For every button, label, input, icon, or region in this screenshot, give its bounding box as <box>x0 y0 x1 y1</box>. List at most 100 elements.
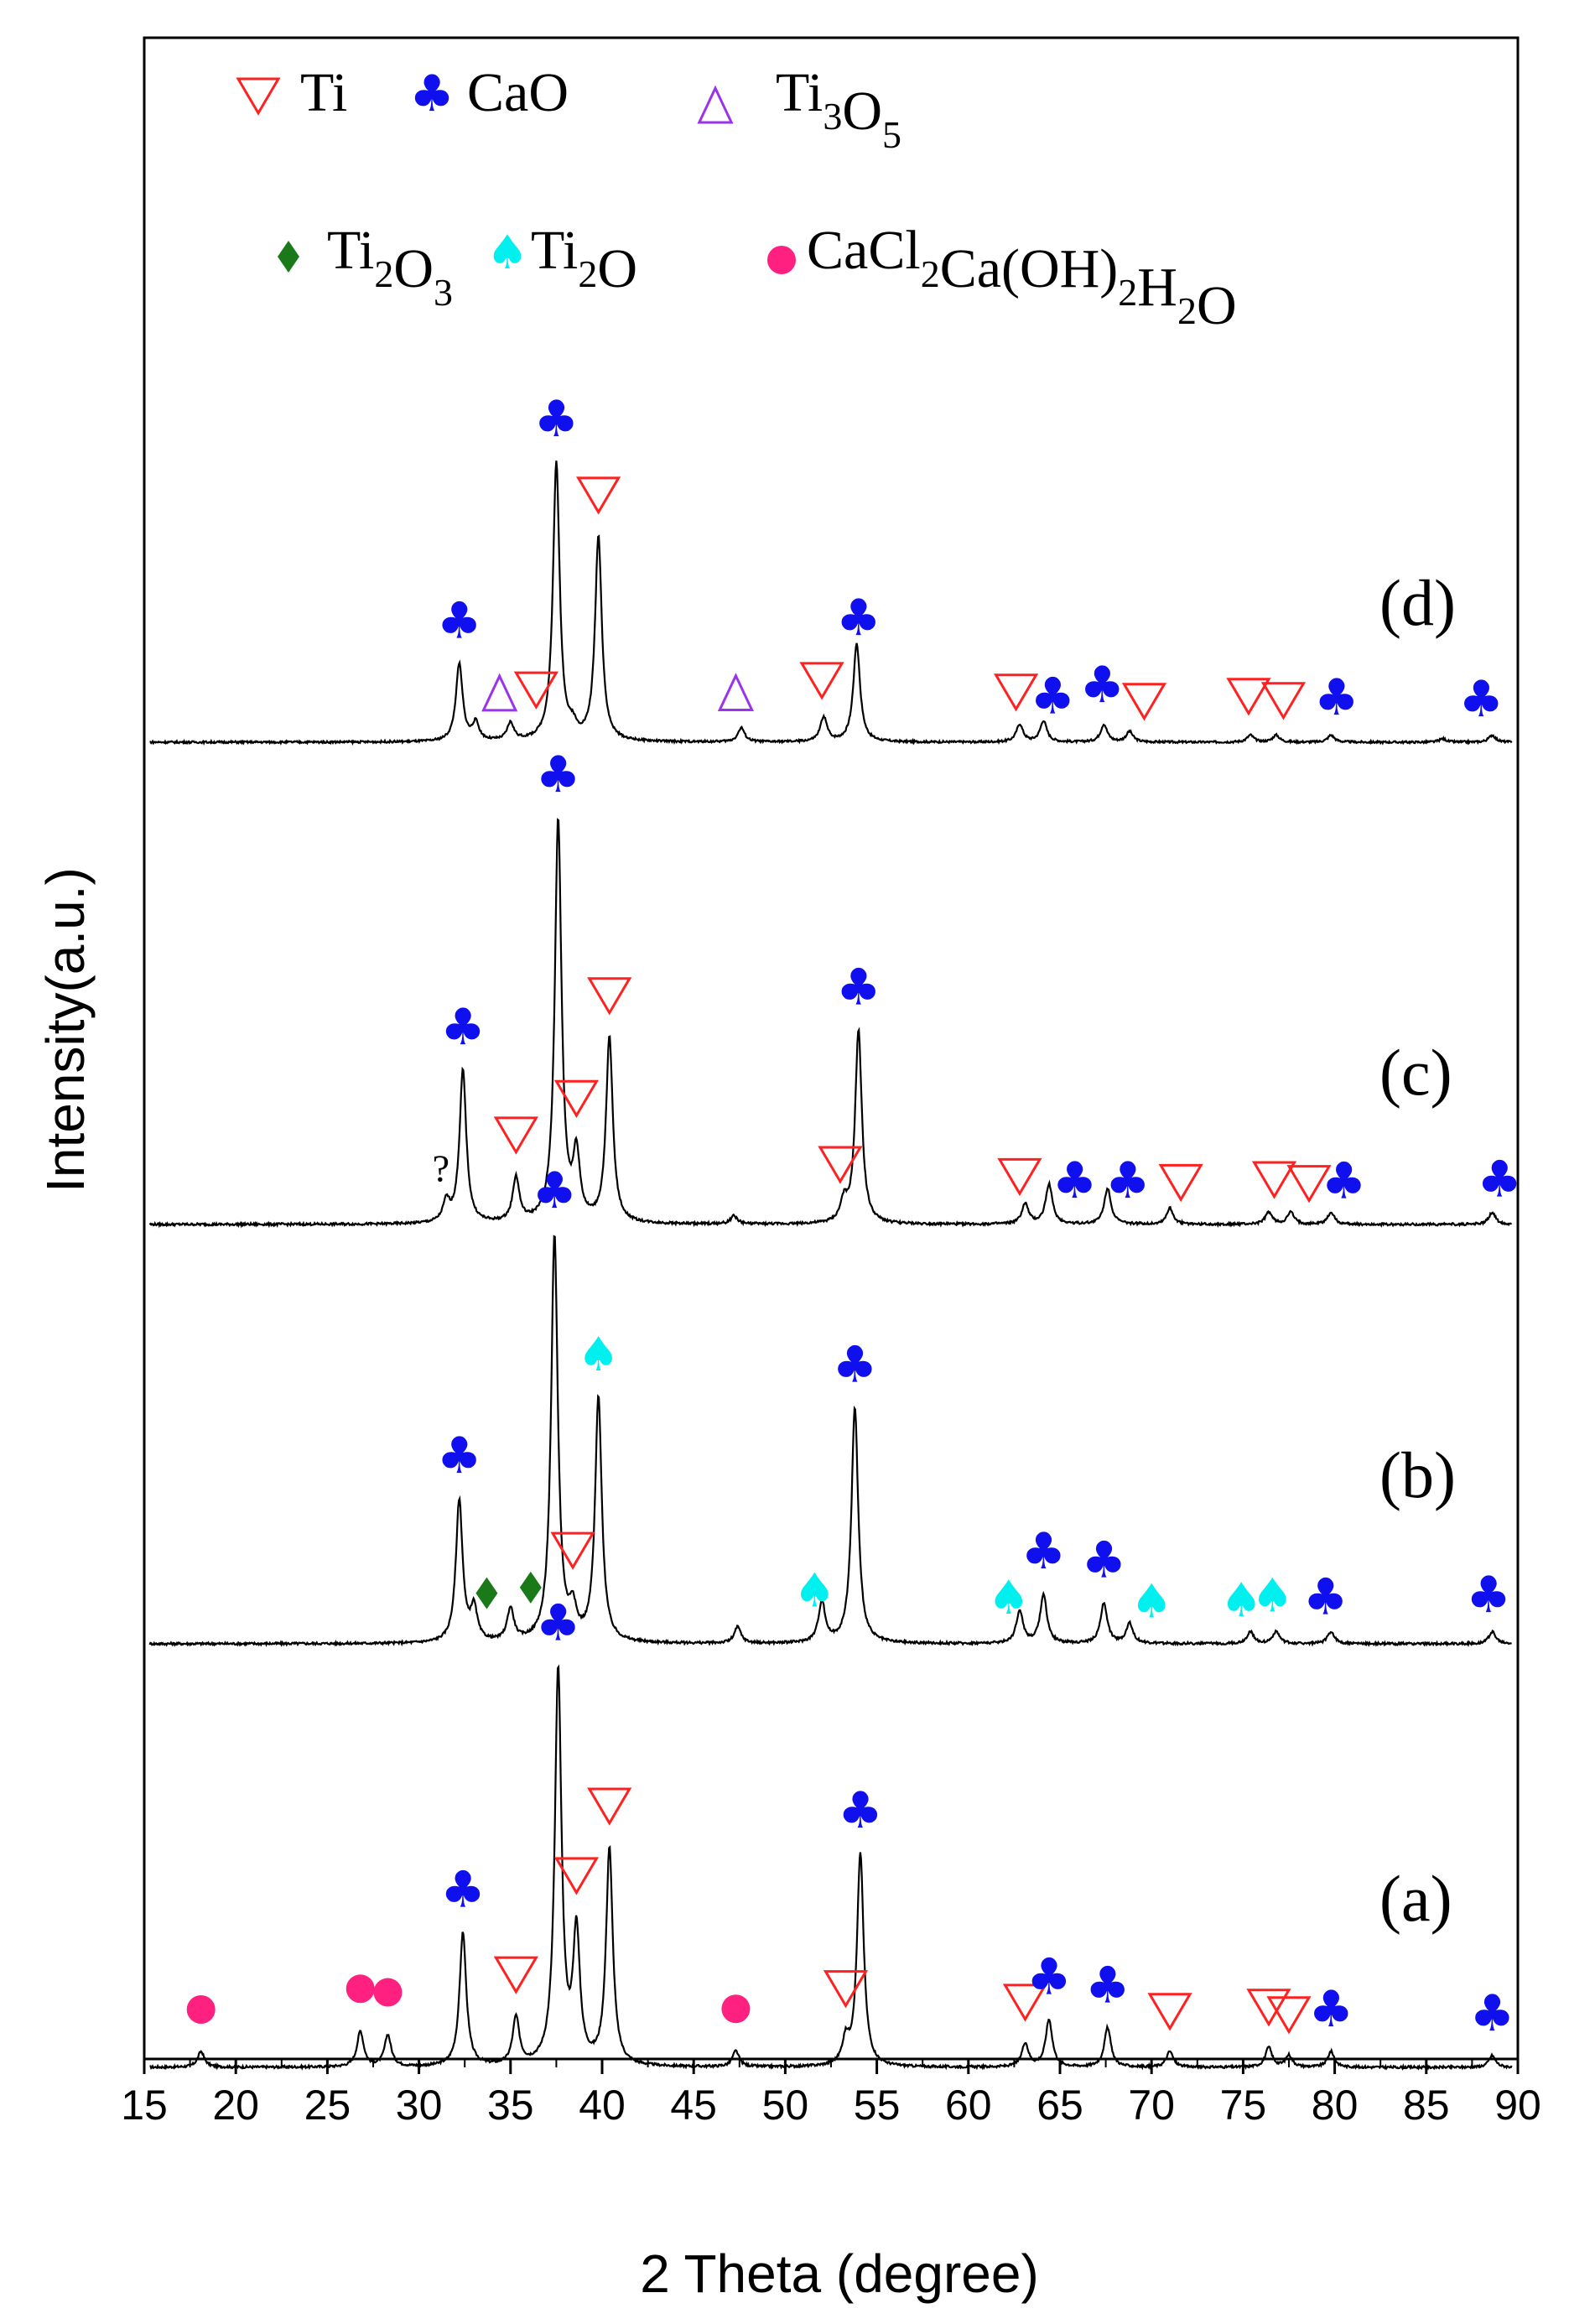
peak-marker-0-4 <box>493 1956 538 1994</box>
peak-marker-1-1 <box>475 1577 498 1609</box>
peak-marker-2-13 <box>1286 1165 1332 1204</box>
x-tick-label-2: 25 <box>304 2082 351 2129</box>
peak-marker-3-1 <box>481 673 518 712</box>
x-tick-label-6: 45 <box>670 2082 717 2129</box>
peak-marker-0-3: ♣ <box>440 1860 486 1919</box>
legend-marker-ti <box>236 77 281 116</box>
x-axis-title: 2 Theta (degree) <box>640 2243 1039 2304</box>
peak-marker-2-4 <box>553 1079 600 1118</box>
x-tick-label-12: 75 <box>1220 2082 1267 2129</box>
peak-marker-0-8 <box>721 1994 751 2024</box>
peak-marker-0-0 <box>186 1994 216 2024</box>
legend-label-cacl2: CaCl2Ca(OH)2H2O <box>807 220 1237 336</box>
peak-marker-3-11 <box>1121 683 1167 721</box>
peak-marker-1-4 <box>550 1531 595 1570</box>
x-tick-label-7: 50 <box>762 2082 809 2129</box>
panel-label-3: (d) <box>1379 566 1456 639</box>
x-tick-label-15: 90 <box>1494 2082 1541 2129</box>
peak-marker-2-3: ♣ <box>536 746 581 804</box>
legend-label-cao: CaO <box>467 62 569 123</box>
x-tick-label-13: 80 <box>1312 2082 1359 2129</box>
x-tick-label-0: 15 <box>121 2082 168 2129</box>
peak-marker-3-13 <box>1260 682 1307 720</box>
peak-marker-2-14: ♣ <box>1322 1152 1367 1210</box>
peak-marker-3-6 <box>799 662 844 700</box>
peak-marker-0-18: ♣ <box>1470 1984 1515 2043</box>
peak-marker-3-14: ♣ <box>1314 668 1359 727</box>
peak-marker-2-0: ? <box>433 1147 449 1190</box>
peak-marker-0-5: ♣ <box>536 1594 581 1652</box>
peak-marker-3-5 <box>717 673 754 712</box>
peak-marker-0-9 <box>823 1970 869 2009</box>
peak-marker-1-2 <box>519 1571 542 1604</box>
plot-frame <box>143 36 1520 2061</box>
series-line-2 <box>148 818 1513 1229</box>
peak-marker-2-7: ♣ <box>836 959 881 1017</box>
legend-label-ti2o3: Ti2O3 <box>327 220 453 314</box>
panel-label-2: (c) <box>1379 1036 1452 1109</box>
peak-marker-1-11: ♠ <box>1130 1575 1172 1630</box>
panel-label-1: (b) <box>1379 1438 1456 1511</box>
peak-marker-0-6 <box>553 1857 600 1895</box>
peak-marker-3-7: ♣ <box>836 589 881 647</box>
peak-marker-0-10: ♣ <box>838 1781 883 1840</box>
peak-marker-2-1: ♣ <box>440 998 486 1057</box>
peak-marker-0-16 <box>1266 1996 1312 2035</box>
peak-marker-1-12: ♠ <box>1220 1573 1262 1628</box>
peak-marker-2-2 <box>493 1116 538 1155</box>
x-tick-label-10: 65 <box>1036 2082 1083 2129</box>
x-tick-label-1: 20 <box>212 2082 259 2129</box>
panel-label-0: (a) <box>1379 1862 1452 1935</box>
peak-marker-2-10: ♣ <box>1105 1152 1151 1210</box>
peak-marker-1-0: ♣ <box>437 1427 482 1485</box>
legend-label-ti2o: Ti2O <box>531 220 637 299</box>
peak-marker-0-1 <box>345 1974 375 2004</box>
peak-marker-0-7 <box>587 1787 632 1826</box>
x-tick-label-8: 55 <box>854 2082 901 2129</box>
peak-marker-1-9: ♣ <box>1021 1522 1066 1581</box>
peak-marker-3-2 <box>513 671 559 710</box>
peak-marker-2-9: ♣ <box>1052 1152 1098 1210</box>
peak-marker-3-4 <box>576 476 621 515</box>
legend-marker-ti2o: ♠ <box>486 226 528 280</box>
annotation-layer: (a)♣♣♣♣ ♣ ♣ ♣(b)♣♣♠♠♣♠♣ ♣♠ ♠♠ ♣ ♣(c)?♣♣♣♣ ♣ ♣ ♣(d)… <box>186 390 1522 2043</box>
peak-marker-3-9: ♣ <box>1030 667 1075 725</box>
peak-marker-0-2 <box>373 1978 403 2007</box>
peak-marker-3-0: ♣ <box>437 591 482 650</box>
peak-marker-0-14 <box>1147 1993 1192 2031</box>
peak-marker-0-15 <box>1246 1989 1291 2027</box>
peak-marker-1-8: ♠ <box>988 1571 1030 1625</box>
peak-marker-3-10: ♣ <box>1079 656 1125 715</box>
peak-marker-1-13: ♠ <box>1251 1568 1293 1623</box>
x-tick-label-4: 35 <box>487 2082 534 2129</box>
legend-marker-ti2o3 <box>278 241 299 273</box>
series-line-0 <box>149 1664 1513 2071</box>
peak-marker-2-12 <box>1251 1161 1297 1199</box>
peak-marker-3-8 <box>993 673 1039 712</box>
peak-marker-0-17: ♣ <box>1308 1980 1353 2039</box>
peak-marker-1-6: ♠ <box>793 1564 835 1619</box>
legend: Ti ♣ CaO Ti3O5 Ti2O3 ♠ Ti2O CaCl2Ca(OH)2H2O <box>236 62 1237 336</box>
peak-marker-0-13: ♣ <box>1085 1956 1130 2015</box>
peak-marker-1-15: ♣ <box>1466 1566 1511 1625</box>
peak-marker-2-11 <box>1158 1163 1203 1203</box>
peak-marker-1-14: ♣ <box>1303 1568 1348 1627</box>
peak-marker-2-8 <box>997 1157 1042 1197</box>
x-tick-label-14: 85 <box>1403 2082 1450 2129</box>
peak-marker-2-5 <box>587 977 632 1016</box>
legend-marker-cacl2 <box>767 246 796 274</box>
peak-marker-3-15: ♣ <box>1458 670 1504 729</box>
peak-marker-0-11 <box>1002 1983 1048 2022</box>
x-tick-label-9: 60 <box>945 2082 992 2129</box>
peak-marker-0-12: ♣ <box>1026 1947 1072 2006</box>
x-tick-label-11: 70 <box>1128 2082 1175 2129</box>
x-tick-label-5: 40 <box>579 2082 626 2129</box>
peak-marker-2-6 <box>818 1146 863 1184</box>
peak-marker-2-15: ♣ <box>1477 1151 1522 1209</box>
peak-marker-1-10: ♣ <box>1082 1531 1127 1589</box>
legend-marker-cao: ♣ <box>409 65 455 123</box>
series-line-3 <box>149 460 1513 746</box>
peak-marker-3-12 <box>1226 678 1271 716</box>
peak-marker-1-7: ♣ <box>832 1336 877 1395</box>
